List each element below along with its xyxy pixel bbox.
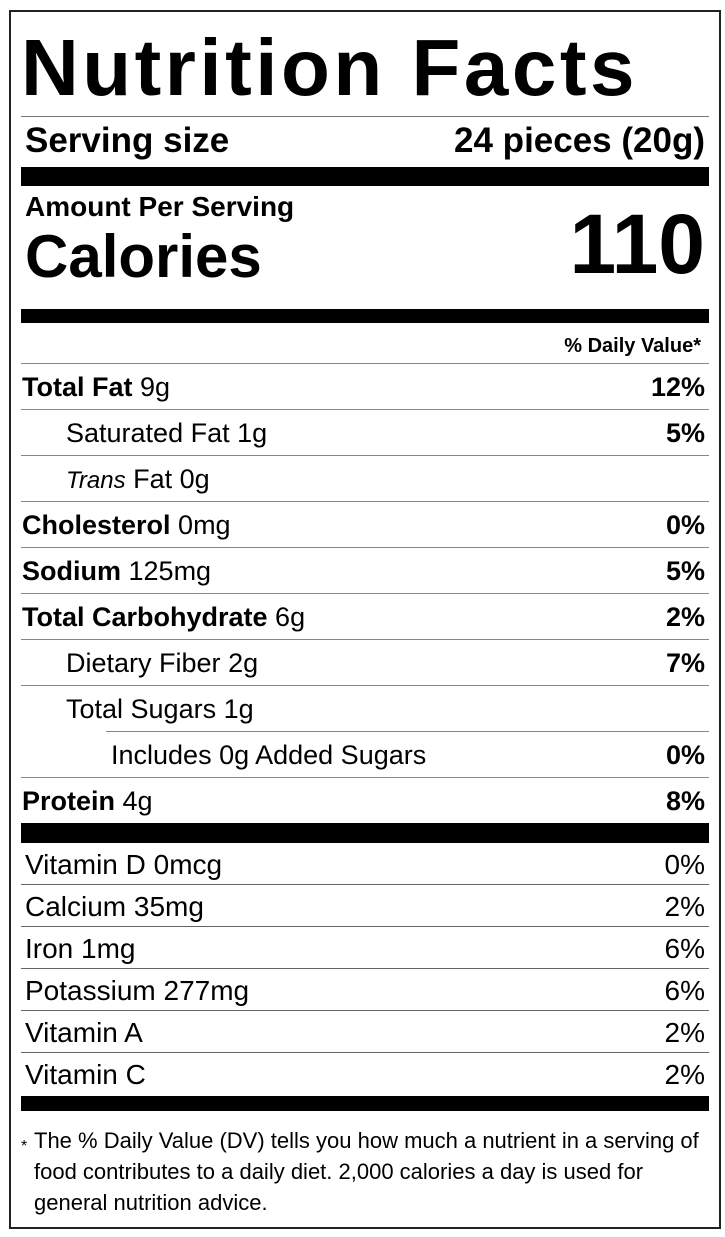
- nutrient-row: Total Fat 9g 12%: [21, 363, 709, 409]
- nutrient-amount: 4g: [122, 786, 153, 816]
- nutrient-name: Sodium: [22, 556, 121, 586]
- vitamin-name: Vitamin C: [25, 1059, 146, 1090]
- calories-value: 110: [569, 197, 705, 291]
- nutrient-amount: 6g: [275, 602, 306, 632]
- nutrient-row: Sodium 125mg 5%: [21, 547, 709, 593]
- vitamin-daily-value: 2%: [664, 1017, 705, 1048]
- vitamin-daily-value: 0%: [664, 849, 705, 880]
- vitamin-daily-value: 6%: [664, 975, 705, 1006]
- footnote-text: The % Daily Value (DV) tells you how muc…: [34, 1128, 699, 1215]
- nutrient-row: Saturated Fat 1g 5%: [21, 409, 709, 455]
- nutrient-name-suffix: Fat: [133, 464, 173, 494]
- nutrient-row: Total Sugars 1g: [21, 685, 709, 731]
- nutrient-amount: 1g: [237, 418, 268, 448]
- nutrient-name: Protein: [22, 786, 116, 816]
- nutrient-label: Total Fat 9g: [21, 364, 170, 409]
- nutrient-label: Saturated Fat 1g: [21, 410, 267, 455]
- vitamin-row: Vitamin C 2%: [21, 1052, 709, 1094]
- nutrient-name: Trans: [66, 467, 126, 494]
- nutrient-name: Total Fat: [22, 372, 133, 402]
- nutrient-amount: 0mg: [178, 510, 231, 540]
- nutrient-daily-value: [705, 686, 709, 731]
- nutrient-label: Trans Fat 0g: [21, 456, 210, 501]
- nutrient-label: Protein 4g: [21, 778, 153, 823]
- nutrient-label: Dietary Fiber 2g: [21, 640, 258, 685]
- thick-divider: [21, 823, 709, 843]
- vitamin-row: Iron 1mg 6%: [21, 926, 709, 968]
- vitamin-name: Vitamin D 0mcg: [25, 849, 223, 880]
- nutrient-amount: 0g: [179, 464, 210, 494]
- nutrient-name: Cholesterol: [22, 510, 171, 540]
- vitamin-daily-value: 2%: [664, 1059, 705, 1090]
- nutrient-row: Cholesterol 0mg 0%: [21, 501, 709, 547]
- nutrient-amount: 2g: [228, 648, 259, 678]
- nutrient-daily-value: 12%: [650, 372, 705, 402]
- nutrient-daily-value: 7%: [665, 648, 705, 678]
- calories-label: Calories: [25, 223, 262, 290]
- serving-size-value: 24 pieces (20g): [454, 121, 705, 160]
- serving-size-label: Serving size: [25, 121, 230, 160]
- divider: [21, 116, 709, 117]
- vitamin-row: Vitamin A 2%: [21, 1010, 709, 1052]
- thick-divider: [21, 309, 709, 323]
- nutrient-row: Includes 0g Added Sugars 0%: [106, 731, 709, 777]
- calories: Calories 110: [21, 197, 709, 302]
- vitamin-row: Calcium 35mg 2%: [21, 884, 709, 926]
- nutrient-daily-value: 5%: [665, 418, 705, 448]
- nutrition-label: Nutrition Facts Serving size 24 pieces (…: [9, 10, 721, 1229]
- nutrient-name: Total Sugars: [66, 694, 217, 724]
- vitamin-name: Vitamin A: [25, 1017, 143, 1048]
- vitamin-daily-value: 6%: [664, 933, 705, 964]
- nutrient-list: Total Fat 9g 12% Saturated Fat 1g 5% Trans F…: [21, 363, 709, 823]
- label-title: Nutrition Facts: [21, 23, 638, 112]
- footnote-marker: *: [21, 1138, 28, 1155]
- daily-value-header: % Daily Value*: [564, 335, 701, 357]
- nutrient-label: Total Sugars 1g: [21, 686, 254, 731]
- nutrient-daily-value: [705, 456, 709, 501]
- nutrient-label: Includes 0g Added Sugars: [106, 732, 426, 777]
- nutrient-row: Protein 4g 8%: [21, 777, 709, 823]
- nutrient-amount: 125mg: [128, 556, 212, 586]
- thick-divider: [21, 1096, 709, 1111]
- nutrient-daily-value: 0%: [665, 740, 705, 770]
- vitamin-row: Potassium 277mg 6%: [21, 968, 709, 1010]
- nutrient-name: Saturated Fat: [66, 418, 230, 448]
- nutrient-row: Total Carbohydrate 6g 2%: [21, 593, 709, 639]
- vitamin-row: Vitamin D 0mcg 0%: [21, 843, 709, 884]
- nutrient-daily-value: 0%: [665, 510, 705, 540]
- vitamin-name: Potassium 277mg: [25, 975, 250, 1006]
- nutrient-daily-value: 8%: [665, 786, 705, 816]
- nutrient-name: Total Carbohydrate: [22, 602, 268, 632]
- thick-divider: [21, 167, 709, 186]
- nutrient-amount: 9g: [140, 372, 171, 402]
- nutrient-daily-value: 5%: [665, 556, 705, 586]
- nutrient-label: Total Carbohydrate 6g: [21, 594, 305, 639]
- nutrient-name: Dietary Fiber: [66, 648, 221, 678]
- vitamin-daily-value: 2%: [664, 891, 705, 922]
- nutrient-name: Includes 0g Added Sugars: [111, 740, 427, 770]
- footnote: * The % Daily Value (DV) tells you how m…: [21, 1111, 709, 1218]
- vitamin-name: Calcium 35mg: [25, 891, 204, 922]
- nutrient-amount: 1g: [223, 694, 254, 724]
- vitamin-list: Vitamin D 0mcg 0% Calcium 35mg 2% Iron 1mg 6%…: [21, 843, 709, 1094]
- nutrient-daily-value: 2%: [665, 602, 705, 632]
- nutrient-label: Cholesterol 0mg: [21, 502, 231, 547]
- vitamin-name: Iron 1mg: [25, 933, 136, 964]
- nutrient-row: Dietary Fiber 2g 7%: [21, 639, 709, 685]
- nutrient-row: Trans Fat 0g: [21, 455, 709, 501]
- serving-size: Serving size 24 pieces (20g): [21, 117, 709, 167]
- nutrient-label: Sodium 125mg: [21, 548, 211, 593]
- amount-per-serving: Amount Per Serving: [25, 191, 295, 222]
